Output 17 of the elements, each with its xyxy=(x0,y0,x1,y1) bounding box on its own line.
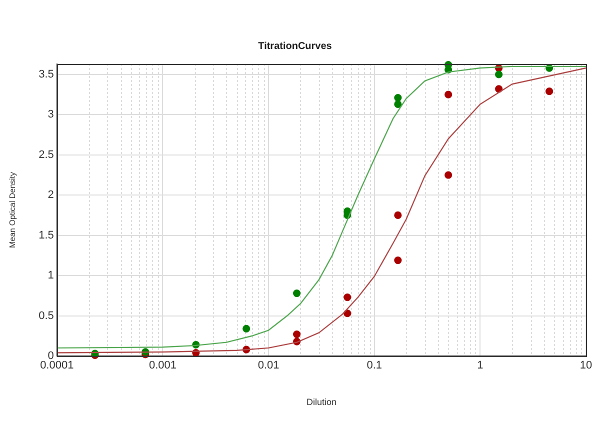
x-axis-title: Dilution xyxy=(306,397,336,408)
x-tick-label: 10 xyxy=(580,360,592,372)
y-tick-label: 0 xyxy=(48,350,54,362)
y-tick-label: 3.5 xyxy=(38,68,54,80)
x-tick-label: 0.1 xyxy=(366,360,382,372)
y-tick-label: 2.5 xyxy=(38,148,54,161)
y-tick-label: 1.5 xyxy=(38,229,54,242)
y-tick-label: 2 xyxy=(48,189,54,202)
y-axis-title: Mean Optical Density xyxy=(8,172,18,248)
x-tick-label: 0.001 xyxy=(148,360,176,372)
x-tick-label: 1 xyxy=(477,360,484,372)
x-tick-label: 0.01 xyxy=(258,360,280,372)
x-tick-label: 0.0001 xyxy=(40,360,74,372)
y-tick-label: 1 xyxy=(48,270,54,282)
chart-title: TitrationCurves xyxy=(258,40,332,52)
y-tick-label: 0.5 xyxy=(38,310,54,322)
y-tick-label: 3 xyxy=(48,108,54,121)
